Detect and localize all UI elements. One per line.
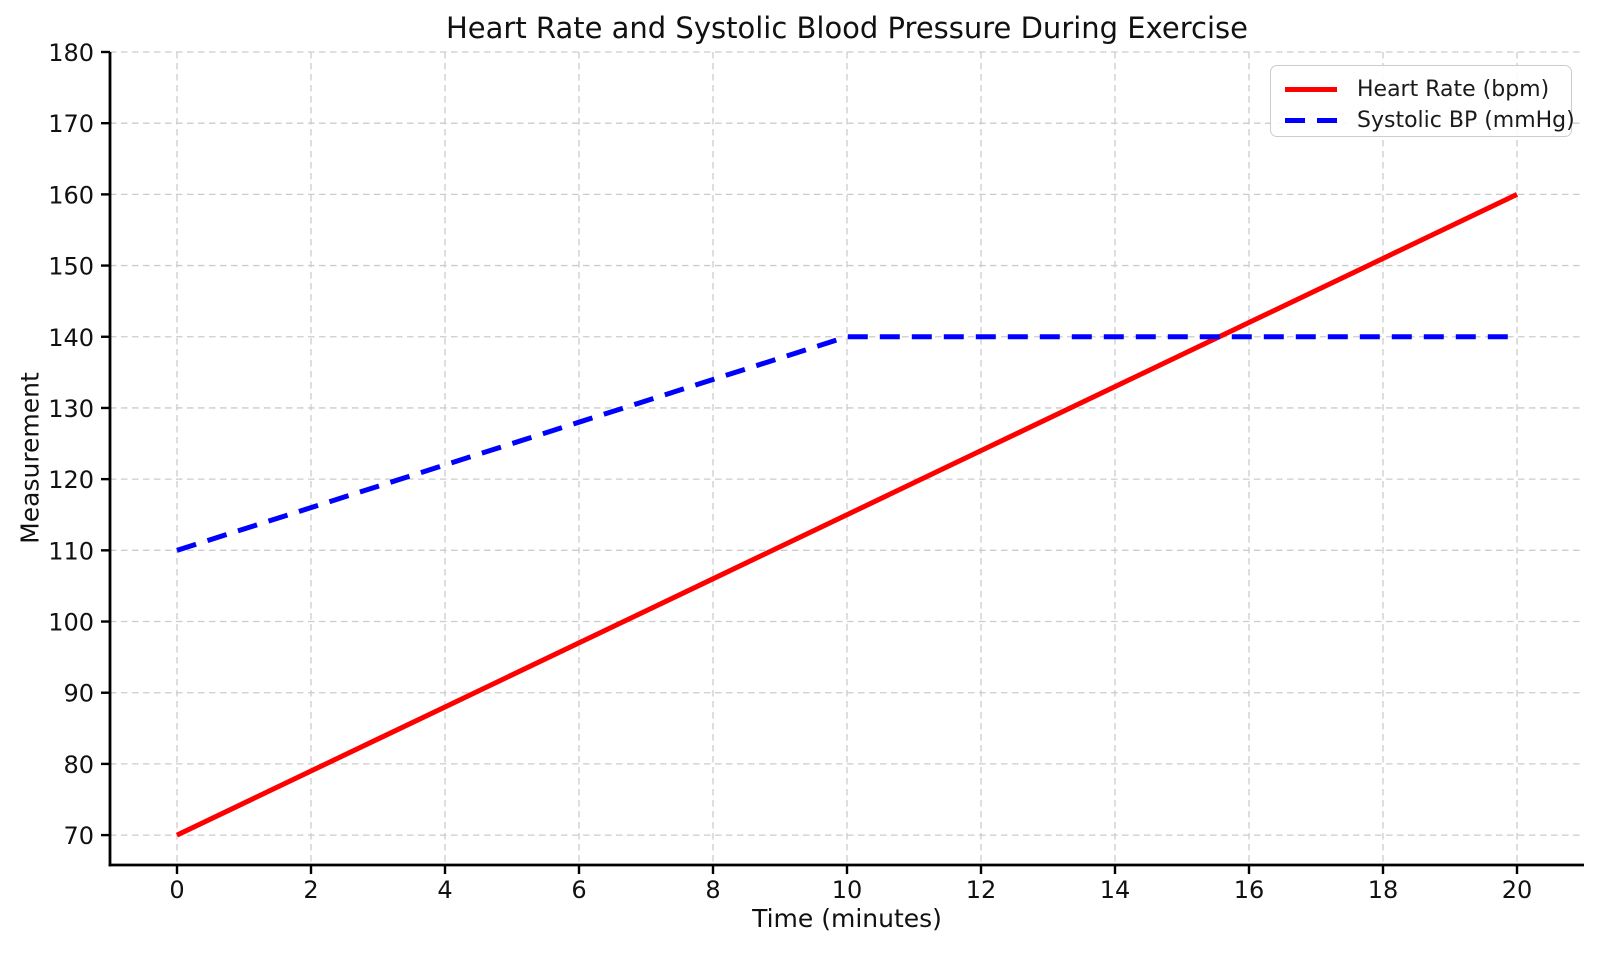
series-line-heart-rate-bpm- <box>175 192 1519 838</box>
x-tick-label: 2 <box>303 876 318 904</box>
x-tick-label: 10 <box>832 876 863 904</box>
x-tick-label: 8 <box>705 876 720 904</box>
legend-label-heart-rate: Heart Rate (bpm) <box>1357 77 1550 102</box>
x-tick-label: 20 <box>1502 876 1533 904</box>
legend-label-systolic-bp: Systolic BP (mmHg) <box>1357 108 1575 133</box>
legend-item-systolic-bp: Systolic BP (mmHg) <box>1285 107 1575 135</box>
y-tick-label: 70 <box>63 822 94 850</box>
y-tick-label: 130 <box>48 395 94 423</box>
y-tick-label: 170 <box>48 110 94 138</box>
y-tick-label: 110 <box>48 537 94 565</box>
y-tick-label: 150 <box>48 253 94 281</box>
series-line-systolic-bp-mmhg- <box>176 334 1517 553</box>
y-axis-label: Measurement <box>15 372 45 544</box>
legend: Heart Rate (bpm) Systolic BP (mmHg) <box>1270 65 1575 137</box>
y-tick-label: 100 <box>48 609 94 637</box>
y-tick-label: 140 <box>48 324 94 352</box>
y-tick-label: 160 <box>48 181 94 209</box>
x-tick-label: 0 <box>169 876 184 904</box>
x-axis-label: Time (minutes) <box>752 904 942 933</box>
y-tick-label: 120 <box>48 466 94 494</box>
systolic-bp-line-swatch-icon <box>1285 118 1337 123</box>
x-tick-label: 6 <box>571 876 586 904</box>
x-tick-label: 12 <box>966 876 997 904</box>
y-tick-label: 90 <box>63 680 94 708</box>
y-tick-label: 80 <box>63 751 94 779</box>
legend-item-heart-rate: Heart Rate (bpm) <box>1285 76 1559 104</box>
x-tick-label: 18 <box>1368 876 1399 904</box>
y-tick-label: 180 <box>48 39 94 67</box>
x-tick-label: 4 <box>437 876 452 904</box>
x-tick-label: 16 <box>1234 876 1265 904</box>
x-tick-label: 14 <box>1100 876 1131 904</box>
chart-title: Heart Rate and Systolic Blood Pressure D… <box>446 11 1248 45</box>
heart-rate-line-swatch-icon <box>1285 87 1337 92</box>
